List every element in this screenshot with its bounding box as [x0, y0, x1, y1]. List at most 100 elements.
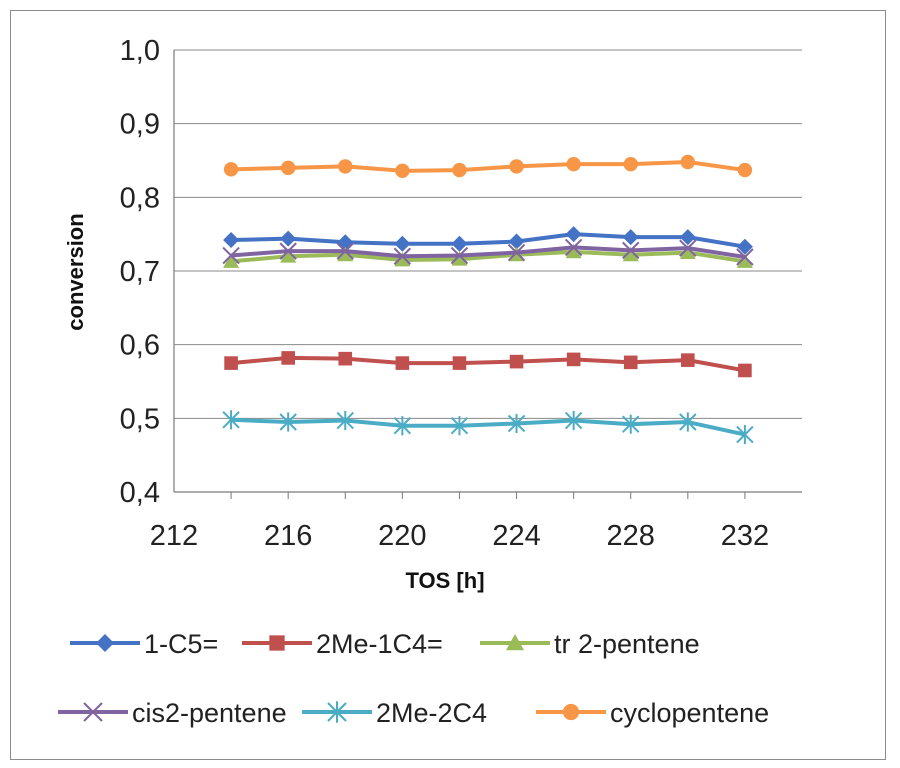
data-point-cis2-pentene — [393, 247, 412, 265]
series-2me-2c4 — [222, 410, 754, 445]
legend-marker-2me-2c4 — [327, 701, 347, 723]
data-point-1-c5 — [679, 229, 696, 246]
data-point-2me-1c4 — [623, 355, 638, 370]
data-point-cyclopentene — [452, 162, 467, 178]
data-point-2me-1c4 — [395, 356, 410, 370]
data-point-2me-1c4 — [681, 353, 695, 367]
legend-label: 2Me-2C4 — [376, 698, 487, 728]
data-point-tr-2-pentene — [280, 248, 297, 263]
legend-item-2me-2c4: 2Me-2C4 — [302, 698, 487, 728]
legend-label: cis2-pentene — [132, 698, 287, 728]
data-point-cyclopentene — [338, 159, 353, 174]
series-line-1-c5 — [231, 232, 746, 249]
series-line-tr-2-pentene — [230, 249, 746, 264]
data-point-tr-2-pentene — [565, 243, 582, 259]
data-point-cyclopentene — [280, 160, 296, 176]
legend-label: 1-C5= — [144, 629, 218, 659]
data-point-cis2-pentene — [279, 242, 297, 260]
y-tick-label: 1,0 — [120, 35, 160, 67]
series-line-2me-1c4 — [230, 355, 746, 373]
data-point-cis2-pentene — [679, 239, 697, 257]
data-point-tr-2-pentene — [451, 251, 468, 266]
data-point-tr-2-pentene — [337, 246, 354, 262]
series-line-2me-2c4 — [231, 417, 746, 437]
data-point-2me-2c4 — [622, 414, 640, 434]
gridlines — [174, 49, 802, 419]
data-point-cyclopentene — [623, 156, 638, 172]
y-axis-title: conversion — [63, 213, 88, 330]
x-tick-label: 224 — [492, 520, 540, 552]
legend-item-cyclopentene: cyclopentene — [536, 698, 769, 728]
data-point-2me-1c4 — [281, 351, 295, 365]
series-cyclopentene — [223, 154, 753, 179]
axes — [173, 50, 802, 499]
legend-marker-cyclopentene — [562, 703, 580, 721]
data-point-2me-2c4 — [679, 412, 697, 432]
x-tick-label: 232 — [721, 520, 769, 552]
data-point-2me-1c4 — [509, 354, 524, 369]
y-tick-label: 0,8 — [120, 182, 160, 214]
legend-label: cyclopentene — [610, 698, 769, 728]
data-point-tr-2-pentene — [394, 251, 411, 267]
data-point-cis2-pentene — [564, 238, 583, 257]
data-point-tr-2-pentene — [223, 253, 240, 268]
data-point-1-c5 — [280, 230, 297, 247]
data-point-2me-1c4 — [738, 363, 752, 378]
data-point-cyclopentene — [566, 156, 581, 172]
data-point-1-c5 — [394, 235, 411, 252]
data-point-tr-2-pentene — [679, 244, 696, 259]
data-point-cyclopentene — [737, 162, 753, 178]
data-point-2me-2c4 — [736, 424, 754, 445]
legend-label: 2Me-1C4= — [316, 629, 443, 659]
data-point-cis2-pentene — [336, 242, 354, 260]
data-point-1-c5 — [223, 232, 240, 249]
series-1-c5 — [223, 226, 753, 255]
data-point-tr-2-pentene — [736, 253, 753, 268]
data-point-2me-2c4 — [393, 416, 412, 436]
legend-item-cis2-pentene: cis2-pentene — [58, 698, 287, 728]
legend-marker-tr-2-pentene — [506, 634, 524, 651]
data-point-1-c5 — [622, 229, 639, 246]
series-line-cyclopentene — [231, 159, 746, 173]
data-point-cyclopentene — [395, 163, 410, 179]
data-point-2me-2c4 — [279, 412, 297, 432]
series-2me-1c4 — [224, 351, 752, 378]
x-tick-label: 212 — [150, 520, 198, 552]
data-point-2me-1c4 — [338, 351, 353, 366]
data-point-tr-2-pentene — [622, 246, 639, 262]
data-point-cis2-pentene — [622, 241, 640, 260]
legend-marker-1-c5 — [96, 634, 114, 652]
data-point-cyclopentene — [223, 162, 239, 177]
legend: 1-C5= 2Me-1C4= tr 2-pentene cis2-pentene 2Me… — [58, 629, 769, 728]
data-point-cis2-pentene — [507, 243, 526, 262]
data-point-1-c5 — [565, 226, 582, 243]
legend-marker-2me-1c4 — [269, 635, 285, 651]
x-tick-label: 228 — [607, 520, 655, 552]
data-point-cis2-pentene — [736, 248, 754, 266]
data-point-cis2-pentene — [450, 246, 469, 265]
data-point-1-c5 — [736, 238, 753, 255]
data-point-1-c5 — [451, 235, 468, 252]
x-axis-title: TOS [h] — [405, 568, 484, 593]
series-cis2-pentene — [222, 238, 754, 266]
data-point-cyclopentene — [680, 154, 696, 170]
data-point-cyclopentene — [509, 159, 524, 174]
data-point-2me-1c4 — [224, 356, 238, 370]
y-tick-label: 0,6 — [120, 330, 160, 362]
x-axis-tick-labels: 212 216 220 224 228 232 — [150, 520, 769, 552]
y-tick-label: 0,4 — [120, 477, 160, 509]
plot-series — [222, 154, 754, 445]
x-tick-label: 220 — [378, 520, 426, 552]
y-tick-label: 0,9 — [120, 109, 160, 141]
series-line-cis2-pentene — [230, 245, 746, 259]
data-point-2me-1c4 — [566, 352, 581, 367]
y-axis-tick-labels: 0,4 0,5 0,6 0,7 0,8 0,9 1,0 — [120, 35, 160, 509]
y-tick-label: 0,7 — [120, 256, 160, 288]
data-point-2me-2c4 — [450, 416, 469, 436]
data-point-cis2-pentene — [222, 246, 240, 265]
data-point-1-c5 — [508, 233, 525, 250]
data-point-2me-2c4 — [222, 410, 240, 430]
legend-item-1-c5: 1-C5= — [70, 629, 218, 659]
legend-label: tr 2-pentene — [554, 629, 700, 659]
